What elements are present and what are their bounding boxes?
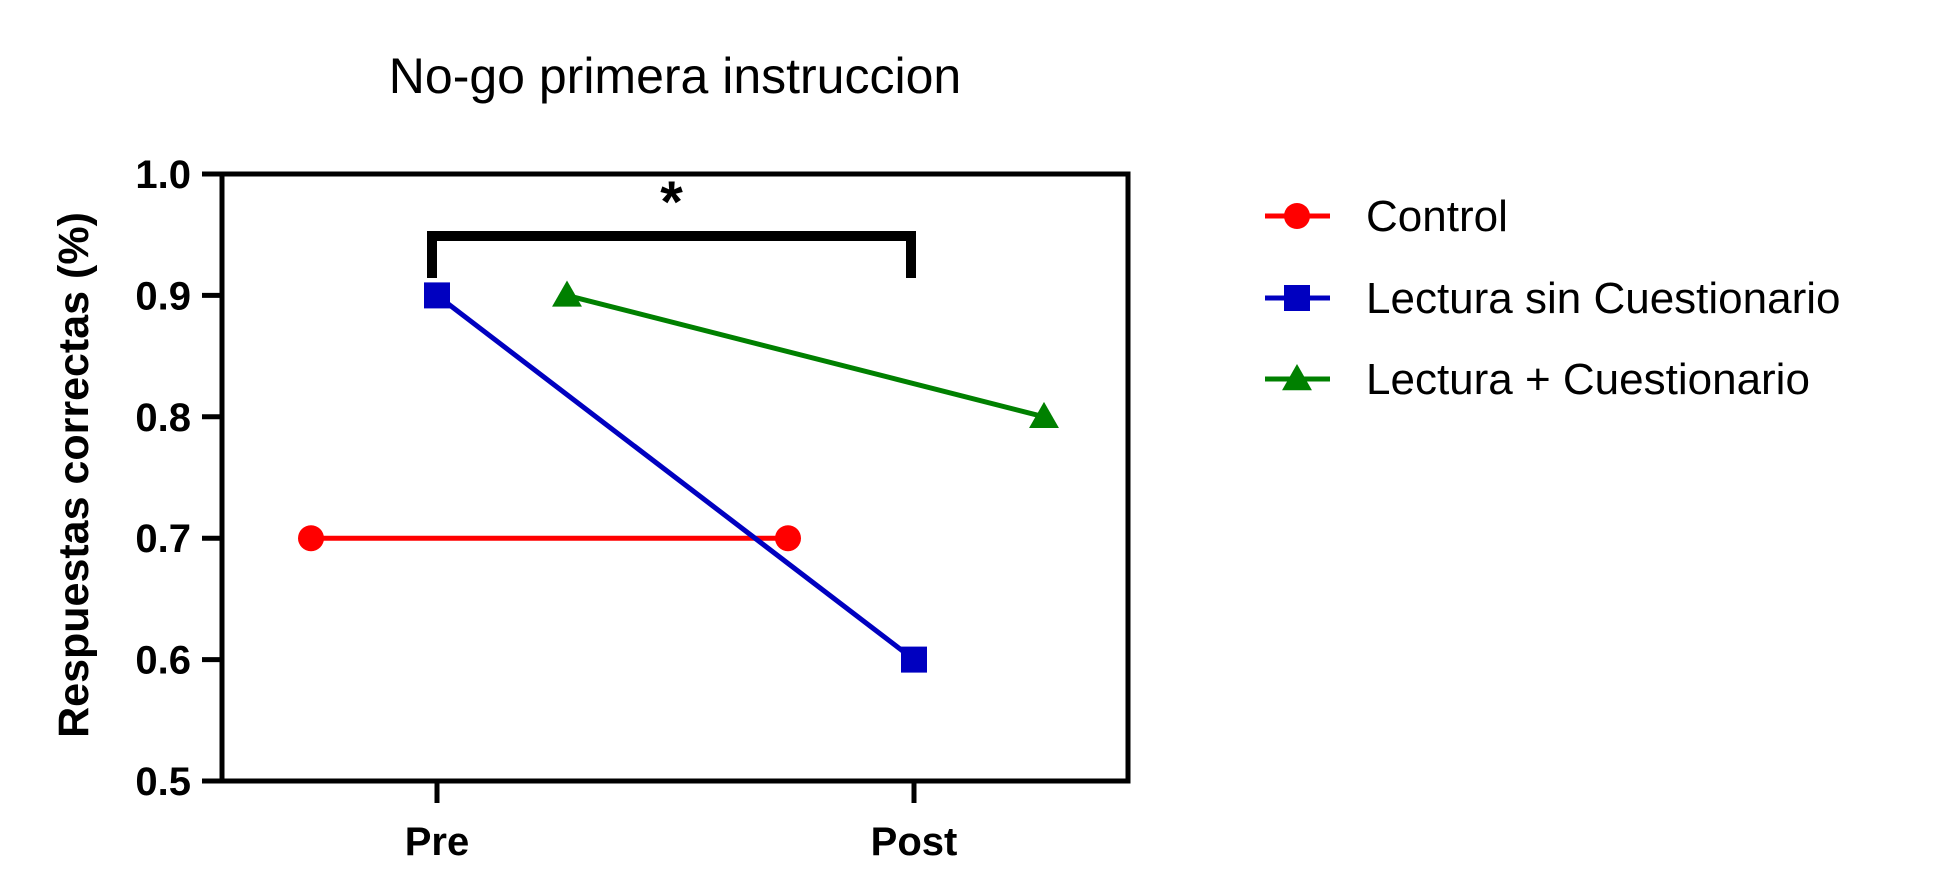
y-tick-label: 1.0 bbox=[135, 153, 191, 197]
y-axis-label: Respuestas correctas (%) bbox=[50, 212, 98, 738]
x-axis: Pre Post bbox=[405, 781, 958, 864]
series-layer bbox=[298, 280, 1059, 673]
legend-label: Lectura + Cuestionario bbox=[1366, 355, 1810, 404]
legend-item: Lectura sin Cuestionario bbox=[1265, 274, 1840, 323]
x-tick-label: Pre bbox=[405, 820, 470, 864]
data-point bbox=[901, 646, 927, 673]
series-square bbox=[424, 282, 927, 673]
legend-label: Lectura sin Cuestionario bbox=[1366, 274, 1840, 323]
data-point bbox=[552, 280, 582, 307]
chart-title: No-go primera instruccion bbox=[389, 48, 961, 104]
legend-marker bbox=[1282, 364, 1312, 391]
data-point bbox=[775, 525, 801, 552]
y-tick-label: 0.8 bbox=[135, 396, 191, 440]
series-line bbox=[435, 293, 916, 662]
legend: Control Lectura sin Cuestionario Lectura +… bbox=[1265, 192, 1840, 404]
legend-item: Lectura + Cuestionario bbox=[1265, 355, 1810, 404]
legend-item: Control bbox=[1265, 192, 1508, 241]
y-tick-label: 0.6 bbox=[135, 639, 191, 683]
y-tick-label: 0.5 bbox=[135, 760, 191, 804]
y-tick-label: 0.7 bbox=[135, 517, 191, 561]
legend-label: Control bbox=[1366, 192, 1508, 241]
data-point bbox=[298, 525, 324, 552]
legend-marker bbox=[1284, 203, 1310, 229]
data-point bbox=[1029, 401, 1059, 429]
series-circle bbox=[298, 525, 801, 552]
data-point bbox=[424, 282, 450, 309]
legend-marker bbox=[1284, 285, 1310, 311]
plot-frame bbox=[219, 171, 1131, 784]
y-axis: 0.5 0.6 0.7 0.8 0.9 1.0 bbox=[135, 153, 222, 804]
significance-star: * bbox=[660, 170, 683, 235]
significance-bracket bbox=[427, 231, 916, 278]
annotation-layer: * bbox=[427, 170, 916, 278]
x-tick-label: Post bbox=[871, 820, 958, 864]
series-line bbox=[566, 292, 1045, 420]
series-triangle bbox=[552, 280, 1059, 429]
y-tick-label: 0.9 bbox=[135, 274, 191, 318]
